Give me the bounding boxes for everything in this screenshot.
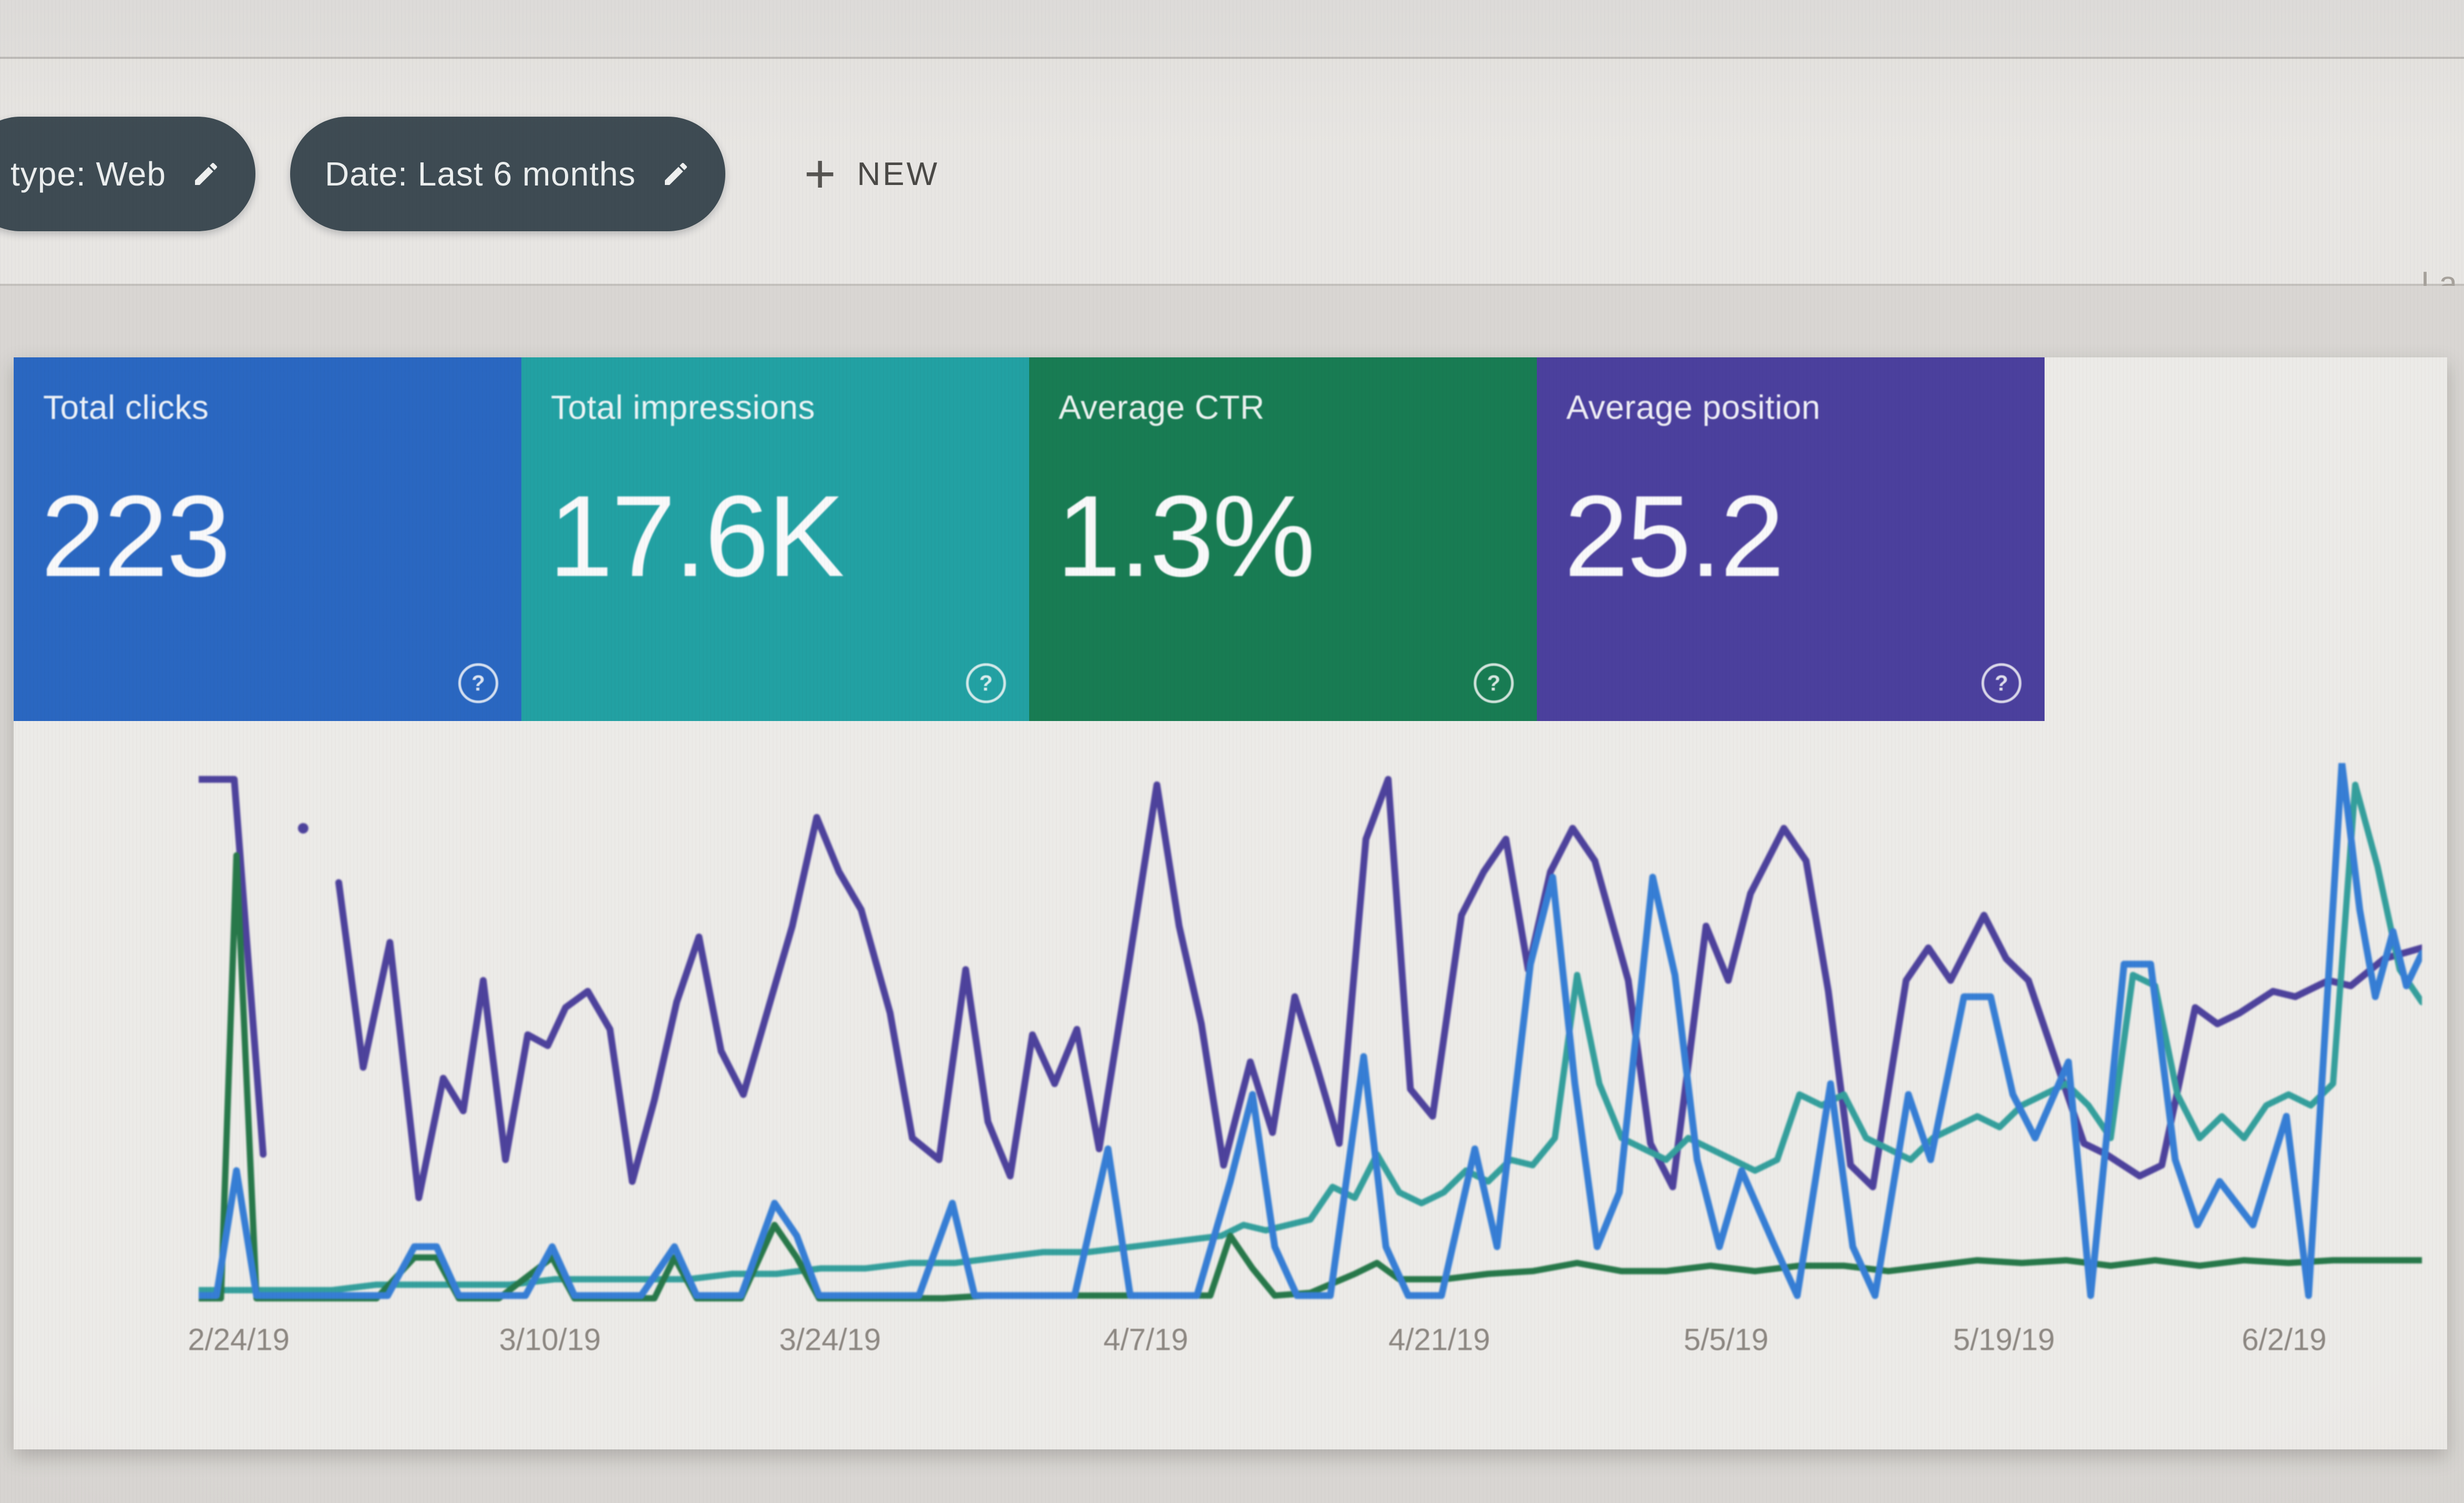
performance-chart-svg bbox=[199, 763, 2422, 1302]
search-type-chip-label: type: Web bbox=[11, 155, 166, 193]
card-label: Total impressions bbox=[551, 388, 815, 426]
help-icon[interactable]: ? bbox=[1982, 663, 2021, 703]
date-range-chip[interactable]: Date: Last 6 months bbox=[290, 117, 725, 231]
performance-chart[interactable] bbox=[199, 763, 2422, 1306]
x-axis-label: 3/24/19 bbox=[779, 1323, 881, 1357]
plus-icon: + bbox=[804, 143, 836, 204]
edit-pencil-icon[interactable] bbox=[661, 159, 691, 189]
help-icon[interactable]: ? bbox=[966, 663, 1006, 703]
x-axis-label: 2/24/19 bbox=[188, 1323, 290, 1357]
total-clicks-card[interactable]: Total clicks 223 ? bbox=[14, 357, 521, 721]
filter-chips-row: type: Web Date: Last 6 months + NEW bbox=[0, 117, 939, 231]
filter-bar: type: Web Date: Last 6 months + NEW bbox=[0, 59, 2464, 302]
help-icon[interactable]: ? bbox=[458, 663, 498, 703]
card-value: 1.3% bbox=[1056, 471, 1315, 601]
card-value: 223 bbox=[41, 471, 231, 601]
series-clicks-line bbox=[199, 763, 2422, 1299]
average-ctr-card[interactable]: Average CTR 1.3% ? bbox=[1029, 357, 1537, 721]
new-filter-label: NEW bbox=[857, 156, 940, 192]
edit-pencil-icon[interactable] bbox=[191, 159, 221, 189]
card-label: Average CTR bbox=[1059, 388, 1265, 426]
series-position-line bbox=[199, 776, 267, 1158]
card-label: Total clicks bbox=[43, 388, 209, 426]
new-filter-button[interactable]: + NEW bbox=[804, 147, 939, 201]
header-strip bbox=[0, 0, 2464, 59]
x-axis-label: 4/7/19 bbox=[1103, 1323, 1188, 1357]
x-axis-label: 5/19/19 bbox=[1953, 1323, 2055, 1357]
x-axis-label: 6/2/19 bbox=[2242, 1323, 2327, 1357]
x-axis-label: 3/10/19 bbox=[499, 1323, 601, 1357]
help-icon[interactable]: ? bbox=[1474, 663, 1514, 703]
total-impressions-card[interactable]: Total impressions 17.6K ? bbox=[521, 357, 1029, 721]
series-position-line bbox=[335, 776, 2422, 1201]
date-range-chip-label: Date: Last 6 months bbox=[324, 155, 636, 193]
x-axis-label: 4/21/19 bbox=[1388, 1323, 1491, 1357]
content-area: Total clicks 223 ? Total impressions 17.… bbox=[0, 286, 2464, 1503]
metric-cards-row: Total clicks 223 ? Total impressions 17.… bbox=[14, 357, 2045, 721]
x-axis-labels: 2/24/19 3/10/19 3/24/19 4/7/19 4/21/19 5/5/19… bbox=[188, 1322, 2422, 1370]
x-axis-label: 5/5/19 bbox=[1683, 1323, 1769, 1357]
average-position-card[interactable]: Average position 25.2 ? bbox=[1537, 357, 2045, 721]
performance-panel: Total clicks 223 ? Total impressions 17.… bbox=[14, 357, 2447, 1449]
card-value: 25.2 bbox=[1564, 471, 1784, 601]
series-ctr-line bbox=[199, 852, 2422, 1302]
series-position-point bbox=[297, 823, 309, 834]
search-type-chip[interactable]: type: Web bbox=[0, 117, 255, 231]
card-value: 17.6K bbox=[549, 471, 845, 601]
card-label: Average position bbox=[1566, 388, 1821, 426]
